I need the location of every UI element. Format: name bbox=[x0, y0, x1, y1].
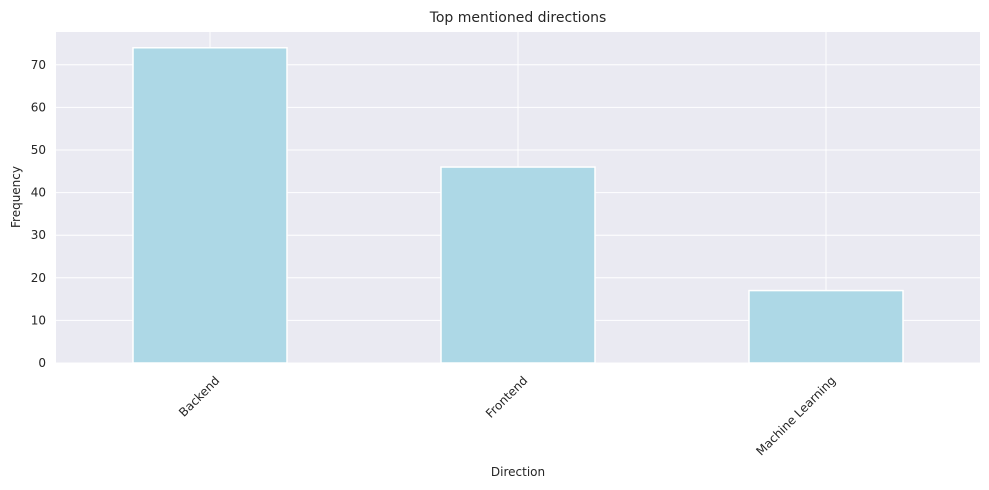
x-tick-labels: Backend Frontend Machine Learning bbox=[176, 373, 838, 458]
bar-backend bbox=[132, 47, 288, 364]
bars bbox=[132, 47, 904, 364]
y-tick-label: 60 bbox=[31, 100, 46, 114]
bar-frontend bbox=[440, 166, 596, 364]
x-tick-label: Frontend bbox=[483, 373, 530, 420]
y-tick-label: 20 bbox=[31, 271, 46, 285]
y-tick-label: 10 bbox=[31, 313, 46, 327]
x-axis-label: Direction bbox=[491, 465, 545, 479]
y-tick-label: 0 bbox=[38, 356, 46, 370]
y-axis-label: Frequency bbox=[9, 166, 23, 228]
x-tick-label: Backend bbox=[176, 373, 222, 419]
y-tick-labels: 0 10 20 30 40 50 60 70 bbox=[31, 58, 46, 370]
bar-machine-learning bbox=[748, 289, 904, 364]
y-tick-label: 30 bbox=[31, 228, 46, 242]
chart-title: Top mentioned directions bbox=[429, 10, 607, 26]
x-tick-label: Machine Learning bbox=[753, 373, 838, 458]
y-tick-label: 70 bbox=[31, 58, 46, 72]
y-tick-label: 40 bbox=[31, 186, 46, 200]
y-tick-label: 50 bbox=[31, 143, 46, 157]
